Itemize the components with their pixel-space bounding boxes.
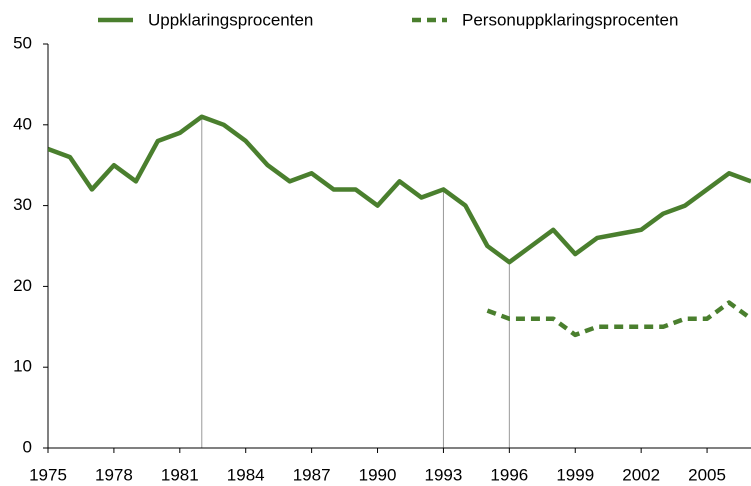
x-tick-label: 1984 <box>227 465 265 484</box>
x-tick-label: 1987 <box>293 465 331 484</box>
x-tick-label: 2005 <box>688 465 726 484</box>
x-tick-label: 1981 <box>161 465 199 484</box>
x-tick-label: 1975 <box>29 465 67 484</box>
x-tick-label: 2002 <box>622 465 660 484</box>
x-tick-label: 1996 <box>490 465 528 484</box>
series-line <box>486 300 751 338</box>
x-tick-label: 1990 <box>359 465 397 484</box>
y-tick-label: 40 <box>13 114 32 133</box>
legend-label: Uppklaringsprocenten <box>148 10 313 29</box>
y-tick-label: 0 <box>23 437 32 456</box>
series-line <box>48 114 751 265</box>
x-tick-label: 1993 <box>425 465 463 484</box>
x-tick-label: 1999 <box>556 465 594 484</box>
legend-label: Personuppklaringsprocenten <box>462 10 678 29</box>
y-tick-label: 10 <box>13 357 32 376</box>
x-tick-label: 1978 <box>95 465 133 484</box>
y-tick-label: 20 <box>13 276 32 295</box>
y-tick-label: 50 <box>13 33 32 52</box>
y-tick-label: 30 <box>13 195 32 214</box>
